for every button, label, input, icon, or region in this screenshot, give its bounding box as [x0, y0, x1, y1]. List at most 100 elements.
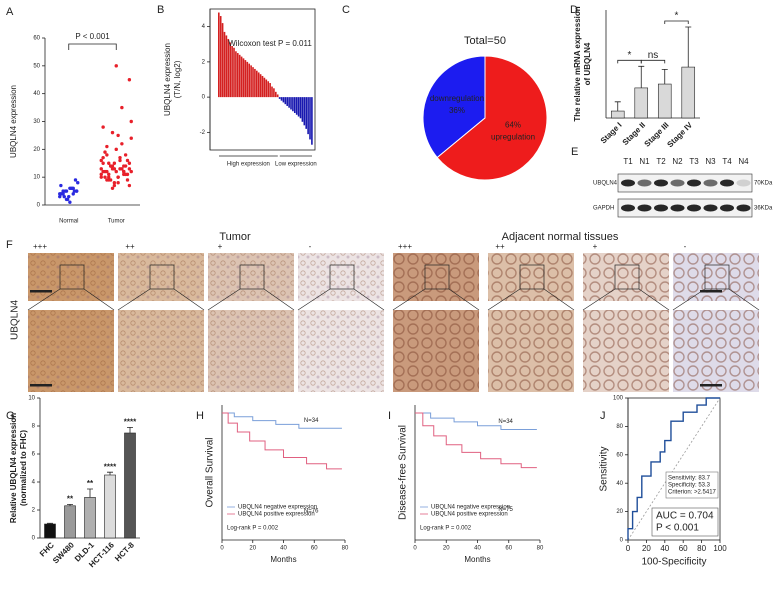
- n-label: N=76: [304, 508, 319, 514]
- dot: [101, 161, 105, 165]
- x-tick-label: Tumor: [108, 219, 125, 225]
- blot-band: [703, 179, 718, 187]
- dot: [114, 64, 118, 68]
- dot: [67, 194, 71, 199]
- n-label: N=75: [498, 507, 513, 513]
- tissue-texture: [673, 310, 759, 392]
- dot: [127, 167, 132, 171]
- annotation: P < 0.001: [75, 32, 110, 41]
- bar: [237, 53, 239, 98]
- comparison-label: ns: [648, 50, 659, 61]
- y-axis-label: of UBQLN4: [583, 42, 592, 85]
- slice-label: downregulation: [430, 94, 484, 103]
- annotation: Wilcoxon test P = 0.011: [228, 39, 312, 48]
- dot: [101, 155, 105, 160]
- pie-slice: [436, 55, 548, 181]
- bar: [229, 42, 232, 98]
- bar: [256, 70, 258, 98]
- dot: [120, 167, 124, 171]
- y-tick-label: 60: [616, 452, 623, 458]
- y-tick-label: 2: [32, 508, 36, 514]
- bar: [280, 97, 283, 101]
- criterion-text: Criterion: >2.5417: [668, 490, 717, 496]
- error-bar: [67, 504, 73, 506]
- dot: [108, 178, 113, 182]
- y-tick-label: 2: [202, 59, 206, 65]
- significance-label: **: [67, 495, 74, 504]
- grade-label: -: [309, 242, 312, 251]
- bar: [299, 97, 302, 119]
- y-tick-label: 0: [32, 536, 36, 542]
- tissue-texture: [673, 253, 759, 301]
- bar: [634, 87, 649, 119]
- bar: [271, 86, 273, 98]
- blot-band: [621, 204, 635, 212]
- error-bar: [47, 522, 53, 524]
- blot-band: [703, 204, 718, 212]
- significance-label: ****: [124, 418, 137, 427]
- tissue-texture: [208, 310, 294, 392]
- value-label: 36%: [449, 106, 465, 115]
- scale-bar: [30, 384, 52, 387]
- y-tick-label: 6: [32, 452, 36, 458]
- blot-band: [621, 179, 635, 187]
- bar: [225, 35, 228, 98]
- dot: [125, 158, 130, 163]
- bar: [64, 505, 76, 539]
- grade-label: ++: [125, 242, 135, 251]
- stats-text: AUC = 0.704: [656, 511, 714, 522]
- criterion-box: [665, 471, 719, 499]
- y-axis-label: (T/N, log2): [173, 60, 182, 98]
- tissue-texture: [28, 310, 114, 392]
- bar: [242, 58, 245, 98]
- panel-letter: A: [6, 6, 14, 18]
- blot-strip: [617, 173, 753, 193]
- dot: [112, 167, 117, 171]
- x-tick-label: 80: [697, 544, 706, 553]
- bar: [244, 60, 247, 98]
- dot: [62, 194, 66, 199]
- y-axis-label: Disease-free Survival: [398, 425, 409, 520]
- y-tick-label: 4: [32, 480, 36, 486]
- dot: [64, 197, 69, 202]
- annotation: Log-rank P = 0.002: [227, 526, 279, 532]
- bar: [610, 110, 625, 119]
- x-axis-label: Months: [270, 555, 296, 564]
- zoom-box: [329, 264, 355, 290]
- y-tick-label: 10: [33, 175, 40, 181]
- y-axis-label: (normalized to FHC): [19, 430, 28, 506]
- dot: [114, 169, 118, 174]
- comparison-bracket: [664, 20, 689, 24]
- zoom-line: [582, 288, 616, 311]
- blot-band: [637, 204, 652, 212]
- x-tick-label: 0: [413, 546, 417, 552]
- criterion-text: Sensitivity: 83.7: [668, 476, 711, 482]
- comparison-bracket: [640, 59, 666, 64]
- x-tick-label: 100: [713, 544, 727, 553]
- zoom-line: [392, 288, 426, 311]
- survival-curve: [222, 412, 342, 429]
- group-label: High expression: [227, 162, 270, 168]
- significance-label: **: [87, 479, 94, 488]
- zoom-line: [448, 288, 480, 311]
- bar: [235, 51, 237, 98]
- zoom-line: [27, 288, 61, 311]
- x-tick-label: 0: [626, 544, 631, 553]
- n-label: N=34: [498, 419, 513, 425]
- annotation: Log-rank P = 0.002: [420, 526, 472, 532]
- dot: [101, 169, 105, 174]
- survival-curve: [222, 412, 342, 470]
- scale-bar: [700, 290, 722, 293]
- blot-band: [654, 179, 668, 187]
- error-bar: [661, 69, 668, 85]
- x-tick-label: 60: [505, 546, 512, 552]
- dot: [125, 178, 130, 182]
- zoom-line: [728, 288, 760, 311]
- bar: [259, 74, 262, 98]
- dot: [129, 136, 133, 140]
- tissue-texture: [28, 253, 114, 301]
- bar: [295, 97, 298, 115]
- tissue-texture: [118, 253, 204, 301]
- y-axis-label: UBQLN4 expression: [163, 43, 172, 116]
- dot: [118, 155, 122, 160]
